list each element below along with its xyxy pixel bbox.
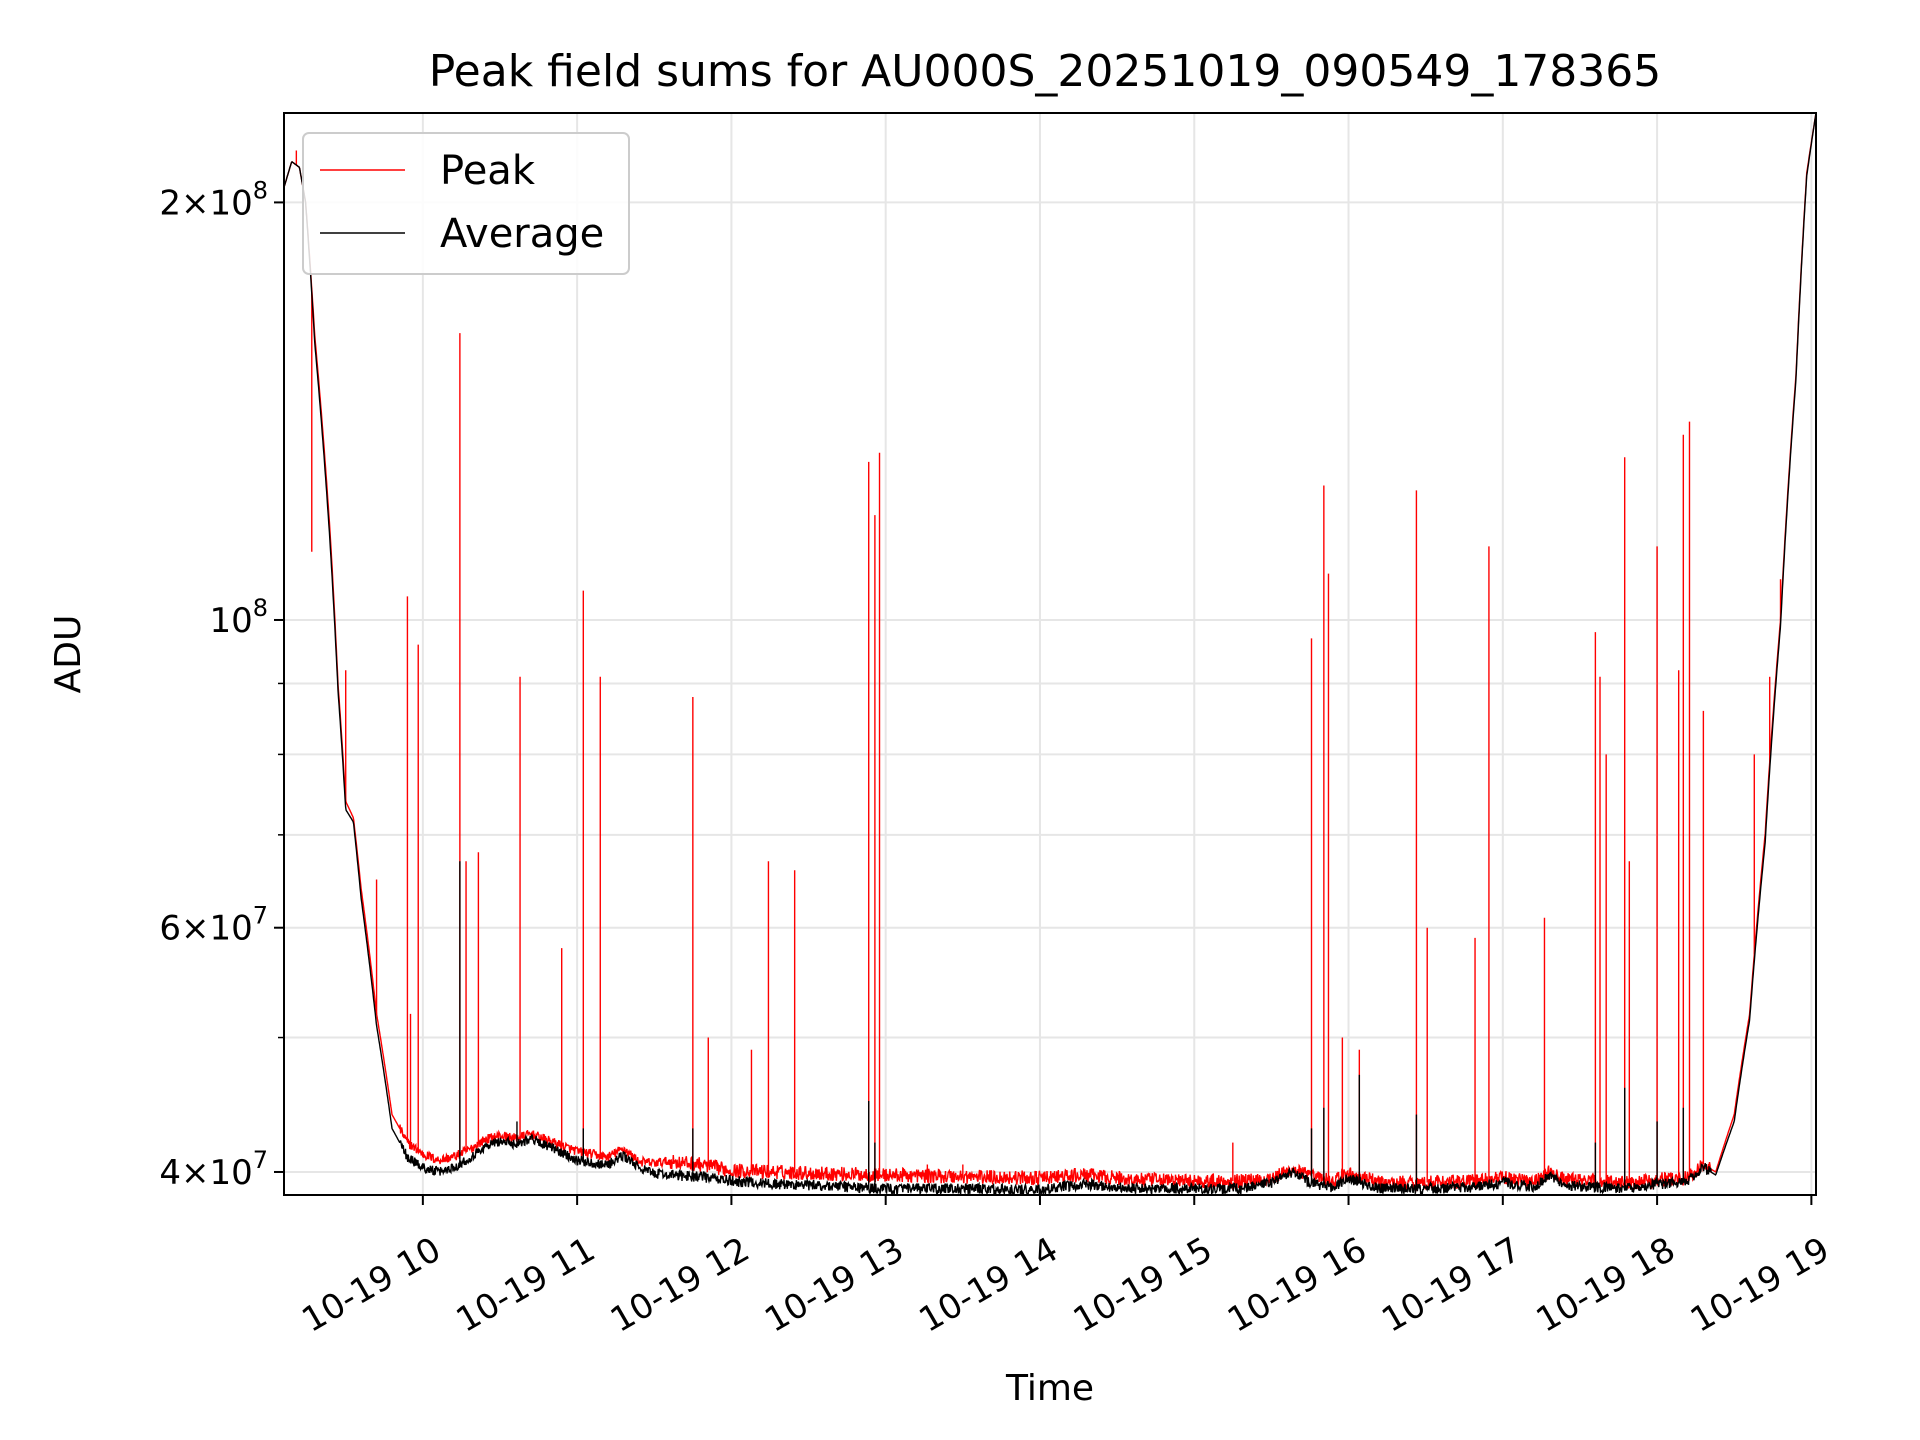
y-tick-label: 108 (209, 594, 268, 641)
y-axis-label: ADU (48, 615, 89, 694)
y-tick-label: 4×107 (159, 1146, 268, 1193)
grid (284, 113, 1816, 1195)
legend[interactable]: Peak Average (302, 132, 630, 275)
legend-box (302, 132, 630, 275)
y-tick-label: 2×108 (159, 176, 268, 223)
plot-frame (283, 112, 1817, 1196)
y-tick-label: 6×107 (159, 902, 268, 949)
legend-label-peak: Peak (440, 148, 536, 194)
plot-area (284, 113, 1816, 1195)
legend-label-average: Average (440, 211, 604, 257)
x-axis-label: Time (1005, 1368, 1094, 1409)
chart-title: Peak field sums for AU000S_20251019_0905… (429, 46, 1662, 97)
y-axis: 4×107 6×107 108 2×108 (159, 176, 284, 1193)
series-line-average (284, 113, 1816, 1195)
